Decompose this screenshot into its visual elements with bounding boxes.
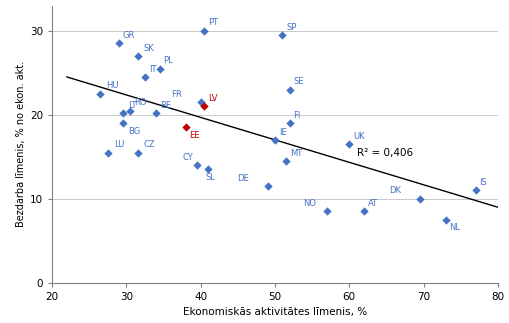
Text: NL: NL <box>449 224 460 233</box>
Text: UK: UK <box>352 132 364 141</box>
Point <box>200 28 208 33</box>
Point <box>345 141 353 147</box>
Point <box>263 184 271 189</box>
Point <box>270 137 278 142</box>
Text: SP: SP <box>286 23 296 32</box>
Text: BE: BE <box>159 101 171 110</box>
Point <box>471 188 479 193</box>
Point <box>155 66 163 71</box>
Text: LU: LU <box>114 140 124 149</box>
Text: FI: FI <box>293 111 300 120</box>
Y-axis label: Bezdarba līmenis, % no ekon. akt.: Bezdarba līmenis, % no ekon. akt. <box>16 61 26 227</box>
Point <box>133 53 142 58</box>
Text: DE: DE <box>237 174 248 183</box>
Point <box>133 150 142 155</box>
Text: CY: CY <box>182 153 193 162</box>
Point <box>152 110 160 116</box>
Point <box>359 209 367 214</box>
Text: IT: IT <box>149 65 156 74</box>
Text: PL: PL <box>163 56 173 65</box>
Point <box>115 41 123 46</box>
Text: LV: LV <box>208 94 217 103</box>
Text: SK: SK <box>143 44 154 53</box>
Text: R² = 0,406: R² = 0,406 <box>356 148 412 158</box>
Text: RO: RO <box>133 98 146 107</box>
Text: LT: LT <box>128 101 137 110</box>
Text: NO: NO <box>302 199 315 208</box>
Point <box>192 163 201 168</box>
Point <box>322 209 330 214</box>
Text: PT: PT <box>208 18 218 27</box>
Point <box>140 74 149 79</box>
Text: SE: SE <box>293 77 303 86</box>
Text: SL: SL <box>206 173 215 182</box>
Point <box>278 32 286 37</box>
Text: HU: HU <box>106 81 119 90</box>
Point <box>204 167 212 172</box>
Text: IS: IS <box>478 178 486 187</box>
Text: AT: AT <box>367 199 377 208</box>
Point <box>119 110 127 116</box>
Text: BG: BG <box>128 127 140 136</box>
Point <box>281 158 290 163</box>
Point <box>103 150 111 155</box>
Text: EE: EE <box>189 131 200 140</box>
Point <box>96 91 104 96</box>
Point <box>415 196 423 202</box>
Text: GR: GR <box>123 31 135 40</box>
Point <box>126 108 134 113</box>
X-axis label: Ekonomiskās aktivitātes līmenis, %: Ekonomiskās aktivitātes līmenis, % <box>183 307 366 318</box>
Point <box>196 99 204 105</box>
Text: FR: FR <box>171 90 182 99</box>
Text: MT: MT <box>289 149 301 158</box>
Point <box>200 104 208 109</box>
Text: CZ: CZ <box>143 140 155 149</box>
Text: DK: DK <box>388 186 401 195</box>
Point <box>285 120 293 126</box>
Point <box>285 87 293 92</box>
Point <box>441 217 449 223</box>
Text: IE: IE <box>278 128 286 137</box>
Point <box>181 125 189 130</box>
Point <box>119 120 127 126</box>
